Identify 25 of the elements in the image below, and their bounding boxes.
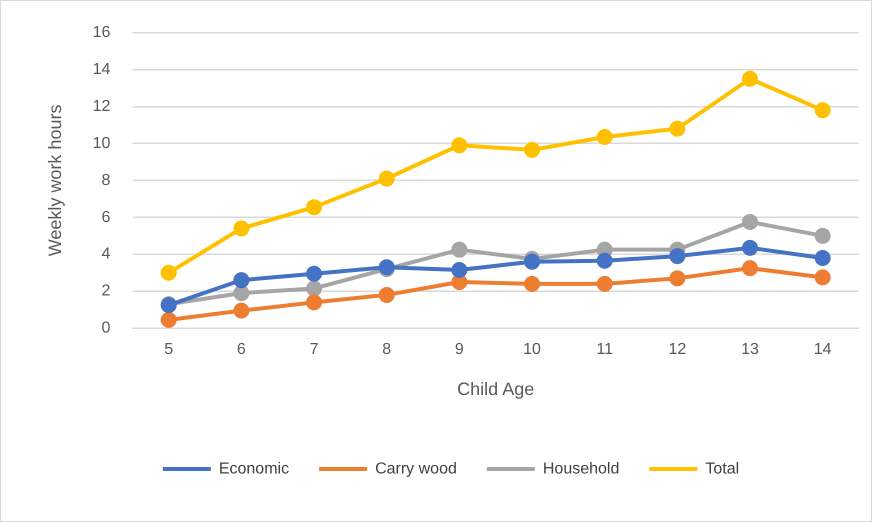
x-tick-label: 9: [454, 341, 464, 358]
y-tick-label: 4: [101, 246, 110, 263]
y-tick-label: 2: [101, 282, 110, 300]
x-tick-label: 10: [523, 341, 542, 358]
x-tick-label: 5: [164, 341, 174, 358]
legend-label: Economic: [218, 460, 290, 478]
x-tick-label: 8: [382, 341, 392, 358]
y-axis-title: Weekly work hours: [44, 104, 65, 256]
y-tick-label: 12: [92, 98, 110, 115]
legend-label: Total: [705, 460, 740, 478]
y-tick-label: 10: [92, 134, 110, 152]
legend-label: Household: [542, 460, 620, 478]
y-tick-label: 8: [101, 172, 110, 189]
y-tick-label: 6: [101, 208, 110, 226]
y-tick-label: 0: [101, 320, 110, 337]
x-tick-label: 6: [236, 341, 246, 358]
x-axis-title: Child Age: [457, 379, 534, 400]
x-tick-label: 12: [668, 341, 686, 358]
y-tick-label: 14: [92, 60, 110, 78]
x-tick-label: 7: [310, 341, 319, 358]
y-tick-label: 16: [92, 24, 110, 42]
x-tick-label: 11: [596, 341, 614, 358]
x-tick-label: 13: [741, 341, 760, 358]
legend-label: Carry wood: [375, 460, 457, 478]
x-tick-label: 14: [814, 341, 832, 358]
